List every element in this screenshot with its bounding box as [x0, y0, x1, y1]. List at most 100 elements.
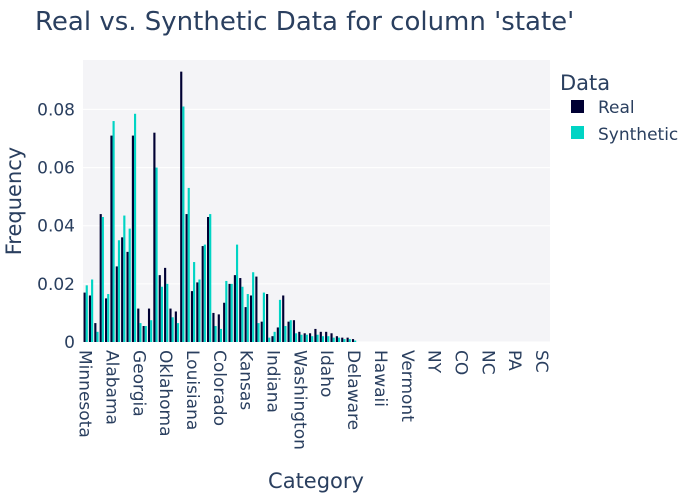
x-tick-label: Hawaii: [370, 350, 390, 407]
bar-synthetic: [311, 336, 314, 342]
bar-synthetic: [112, 121, 115, 342]
bar-synthetic: [91, 279, 94, 342]
bar-real: [126, 251, 129, 342]
bar-synthetic: [150, 320, 153, 342]
bar-synthetic: [182, 106, 185, 343]
bar-synthetic: [139, 323, 142, 342]
bar-real: [271, 336, 274, 342]
bar-real: [244, 307, 247, 342]
bar-synthetic: [305, 334, 308, 342]
bar-synthetic: [284, 326, 287, 342]
x-axis-title: Category: [268, 469, 364, 493]
bar-synthetic: [209, 214, 212, 342]
bar-synthetic: [166, 283, 169, 342]
bar-real: [115, 266, 118, 342]
bar-synthetic: [348, 339, 351, 342]
bar-real: [276, 327, 279, 342]
bar-synthetic: [257, 323, 260, 342]
bar-synthetic: [235, 244, 239, 342]
x-tick-label: Indiana: [263, 350, 283, 413]
legend[interactable]: Data Real Synthetic: [560, 71, 678, 145]
bars: [83, 71, 357, 343]
bar-real: [325, 331, 328, 342]
bar-real: [298, 331, 301, 342]
bar-real: [212, 312, 215, 342]
bar-real: [341, 337, 344, 342]
bar-synthetic: [193, 262, 196, 342]
bar-real: [164, 267, 167, 342]
bar-synthetic: [230, 283, 233, 342]
bar-synthetic: [203, 244, 206, 342]
y-axis-title: Frequency: [2, 147, 26, 256]
bar-real: [282, 295, 285, 342]
bar-real: [292, 320, 296, 342]
bar-synthetic: [343, 339, 346, 342]
bar-real: [201, 246, 204, 342]
bar-real: [131, 135, 134, 342]
bar-synthetic: [214, 326, 217, 342]
bar-real: [153, 132, 156, 342]
y-tick-label: 0.06: [37, 159, 75, 179]
bar-real: [94, 323, 97, 342]
legend-title: Data: [560, 71, 610, 95]
bar-synthetic: [268, 337, 271, 342]
bar-synthetic: [133, 113, 137, 342]
x-tick-label: Minnesota: [75, 350, 95, 438]
bar-real: [308, 333, 312, 342]
plot-area: [83, 60, 550, 342]
bar-real: [110, 135, 113, 342]
bar-real: [239, 278, 242, 342]
bar-synthetic: [117, 240, 121, 342]
y-tick-label: 0.08: [37, 100, 75, 120]
x-tick-label: NC: [477, 350, 497, 375]
y-tick-label: 0: [64, 333, 75, 353]
bar-real: [174, 311, 177, 342]
legend-label-real: Real: [598, 98, 635, 118]
bar-synthetic: [295, 333, 298, 342]
bar-real: [196, 282, 199, 342]
bar-synthetic: [144, 326, 147, 342]
chart-title: Real vs. Synthetic Data for column 'stat…: [35, 7, 574, 37]
x-tick-label: Delaware: [343, 350, 363, 430]
bar-synthetic: [160, 286, 163, 342]
bar-synthetic: [332, 337, 335, 342]
bar-real: [105, 298, 108, 342]
x-tick-label: Idaho: [316, 350, 336, 397]
bar-real: [121, 237, 124, 342]
bar-synthetic: [85, 285, 88, 342]
bar-synthetic: [273, 331, 276, 342]
bar-real: [303, 333, 306, 342]
bar-real: [319, 331, 322, 342]
x-tick-label: Kansas: [236, 350, 256, 410]
bar-real: [207, 216, 210, 342]
bar-synthetic: [171, 317, 174, 342]
legend-swatch-synthetic: [571, 126, 584, 139]
legend-item-real[interactable]: Real: [571, 98, 635, 118]
x-tick-label: SC: [531, 350, 551, 373]
legend-item-synthetic[interactable]: Synthetic: [571, 125, 678, 145]
bar-real: [142, 326, 145, 342]
bar-synthetic: [123, 215, 126, 342]
bar-real: [260, 321, 263, 342]
bar-real: [228, 283, 231, 342]
bar-real: [346, 337, 349, 342]
x-tick-label: CO: [450, 350, 470, 375]
bar-real: [249, 295, 253, 342]
bar-synthetic: [278, 299, 282, 342]
bar-real: [137, 308, 140, 342]
bar-synthetic: [289, 320, 292, 342]
y-tick-label: 0.02: [37, 275, 75, 295]
bar-synthetic: [262, 292, 265, 342]
bar-synthetic: [300, 334, 303, 342]
x-tick-label: Colorado: [209, 350, 229, 426]
x-tick-label: Washington: [289, 350, 309, 450]
bar-real: [287, 321, 290, 342]
bar-real: [147, 308, 151, 342]
bar-real: [158, 275, 161, 342]
bar-synthetic: [101, 216, 104, 342]
bar-real: [255, 276, 258, 342]
y-tick-label: 0.04: [37, 217, 75, 237]
x-tick-label: Vermont: [397, 350, 417, 422]
bar-synthetic: [252, 272, 255, 342]
